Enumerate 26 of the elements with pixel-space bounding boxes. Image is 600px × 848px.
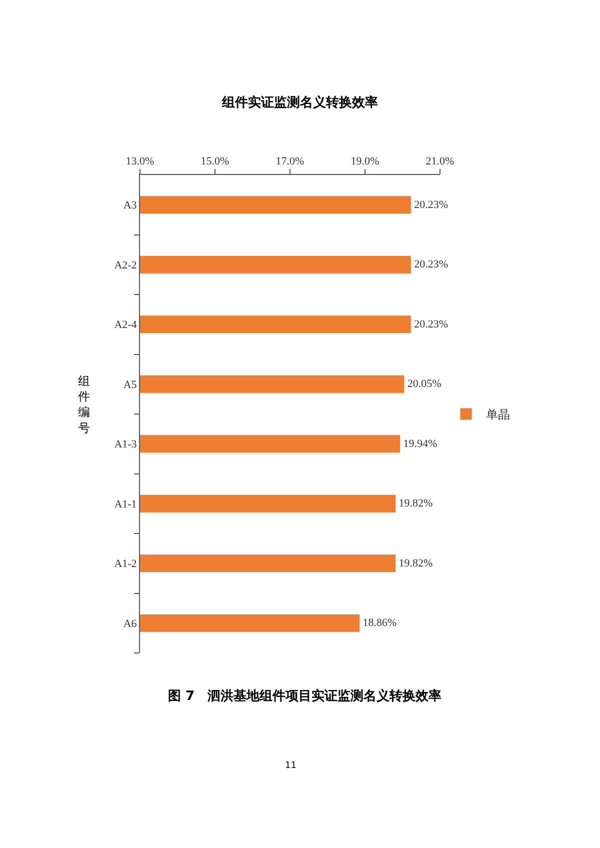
data-label: 20.05% (407, 378, 442, 390)
x-tick-label: 19.0% (350, 156, 380, 168)
y-tick-label: A6 (123, 618, 138, 630)
legend-label: 单晶 (486, 408, 510, 422)
data-label: 19.82% (398, 557, 433, 570)
y-tick-label: A2-4 (114, 319, 138, 332)
x-tick-label: 21.0% (426, 156, 454, 168)
y-tick-label: A3 (123, 200, 138, 212)
x-tick-label: 13.0% (126, 156, 154, 168)
text: 11 (285, 761, 296, 771)
data-label: 19.94% (403, 438, 438, 450)
chart-title: 组件实证监测名义转换效率 (221, 94, 378, 111)
y-tick-label: A1-3 (114, 438, 138, 451)
y-tick-label: A1-2 (114, 558, 137, 570)
y-tick-label: A1-1 (114, 498, 137, 510)
x-tick-label: 17.0% (276, 156, 304, 168)
data-label: 20.23% (414, 198, 448, 211)
caption: 图 7 泗洪基地组件项目实证监测名义转换效率 (168, 688, 442, 704)
y-tick-label: A2-2 (114, 259, 137, 272)
data-label: 19.82% (398, 498, 433, 510)
data-label: 20.23% (414, 258, 448, 271)
y-tick-label: A5 (123, 378, 138, 391)
y-axis-title: 组件编号 (78, 374, 90, 435)
data-label: 20.23% (414, 318, 448, 330)
data-label: 18.86% (362, 617, 397, 630)
x-tick-label: 15.0% (200, 156, 230, 168)
